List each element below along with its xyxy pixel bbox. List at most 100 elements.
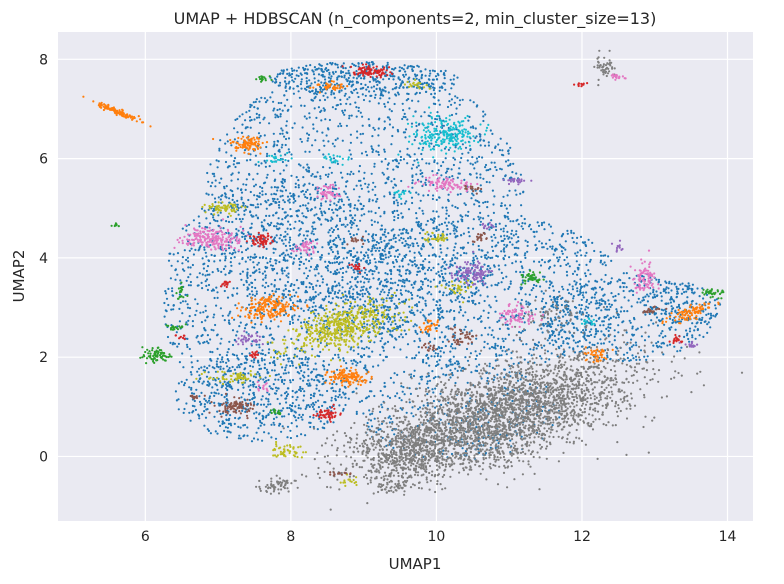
noise-point <box>524 239 527 242</box>
noise-point <box>635 344 638 347</box>
noise-point <box>200 281 203 284</box>
noise-point <box>326 127 330 130</box>
noise-point <box>437 263 440 266</box>
noise-point <box>213 254 216 257</box>
noise-point <box>248 109 251 112</box>
noise-point <box>475 105 478 108</box>
noise-point <box>315 284 318 287</box>
noise-point <box>330 387 333 390</box>
noise-point <box>550 325 553 328</box>
noise-point <box>405 231 408 234</box>
noise-point <box>566 288 569 291</box>
noise-point <box>255 98 258 101</box>
noise-point <box>282 289 285 292</box>
noise-point <box>390 277 393 280</box>
noise-point <box>260 422 263 425</box>
noise-point <box>458 300 461 303</box>
noise-point <box>603 261 606 264</box>
noise-point <box>479 216 482 219</box>
noise-point <box>515 314 518 317</box>
noise-point <box>451 204 454 207</box>
noise-point <box>411 181 414 185</box>
noise-point <box>304 204 307 207</box>
noise-point <box>520 225 523 228</box>
noise-point <box>383 102 386 106</box>
noise-point <box>504 224 507 227</box>
noise-point <box>283 186 286 189</box>
noise-point <box>255 255 258 258</box>
noise-point <box>560 246 564 249</box>
noise-point <box>598 286 602 289</box>
noise-point <box>620 306 623 309</box>
noise-point <box>414 323 417 326</box>
noise-point <box>214 201 217 204</box>
noise-point <box>652 344 655 347</box>
noise-point <box>417 164 420 167</box>
noise-point <box>388 97 391 100</box>
noise-point <box>374 249 377 252</box>
noise-point <box>203 248 206 251</box>
noise-point <box>424 319 427 322</box>
noise-point <box>206 367 209 370</box>
noise-point <box>257 261 260 264</box>
noise-point <box>386 273 389 276</box>
noise-point <box>191 404 194 407</box>
noise-point <box>285 354 288 357</box>
noise-point <box>297 186 300 189</box>
noise-point <box>404 240 407 243</box>
noise-point <box>427 284 430 287</box>
noise-point <box>250 359 253 362</box>
noise-point <box>198 225 201 228</box>
noise-point <box>244 188 247 191</box>
noise-point <box>300 87 303 90</box>
noise-point <box>554 297 557 300</box>
noise-point <box>258 192 261 195</box>
noise-point <box>397 216 400 220</box>
noise-point <box>231 365 234 369</box>
noise-point <box>384 245 387 248</box>
noise-point <box>665 302 668 305</box>
noise-point <box>226 133 229 136</box>
noise-point <box>405 253 408 256</box>
noise-point <box>207 429 210 432</box>
noise-point <box>307 230 310 233</box>
noise-point <box>587 280 590 283</box>
noise-point <box>383 306 386 309</box>
noise-point <box>351 391 354 394</box>
noise-point <box>411 293 414 297</box>
noise-point <box>416 129 419 132</box>
noise-point <box>374 261 377 264</box>
noise-point <box>413 263 416 266</box>
noise-point <box>523 321 526 324</box>
noise-point <box>600 309 603 312</box>
noise-point <box>277 204 281 207</box>
noise-point <box>652 322 655 325</box>
noise-point <box>388 123 391 126</box>
noise-point <box>459 305 462 308</box>
noise-point <box>401 232 404 235</box>
noise-point <box>334 390 337 393</box>
noise-point <box>188 249 191 252</box>
noise-point <box>387 232 390 235</box>
noise-point <box>664 335 667 338</box>
noise-point <box>386 262 389 265</box>
noise-point <box>639 349 643 352</box>
noise-point <box>572 232 575 235</box>
noise-point <box>367 263 370 266</box>
noise-point <box>206 171 209 175</box>
noise-point <box>494 310 497 313</box>
noise-point <box>192 392 196 395</box>
noise-point <box>542 322 545 326</box>
noise-point <box>657 278 661 281</box>
noise-point <box>593 293 597 296</box>
noise-point <box>171 294 174 297</box>
noise-point <box>479 294 482 297</box>
noise-point <box>505 245 508 248</box>
noise-point <box>548 358 551 361</box>
noise-point <box>286 406 289 410</box>
noise-point <box>491 329 494 332</box>
noise-point <box>283 104 286 107</box>
noise-point <box>364 305 367 308</box>
noise-point <box>372 365 375 368</box>
noise-point <box>163 315 166 318</box>
